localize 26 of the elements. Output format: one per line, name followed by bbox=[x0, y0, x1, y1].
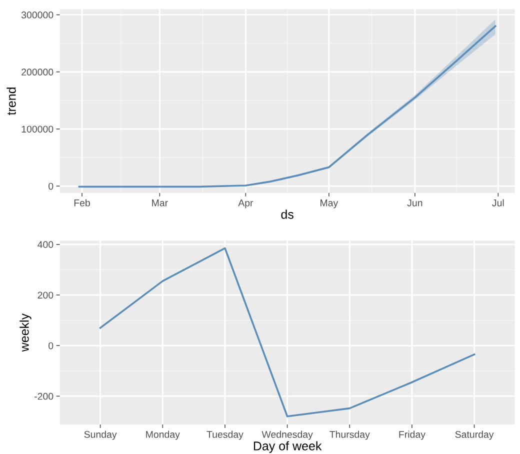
x-tick-label: Jun bbox=[407, 200, 422, 206]
y-axis-title: trend bbox=[6, 88, 16, 116]
x-axis-title: ds bbox=[281, 210, 294, 219]
y-tick-label: 0 bbox=[48, 182, 54, 190]
y-axis-title: weekly bbox=[20, 313, 32, 352]
x-tick-label: Saturday bbox=[455, 430, 494, 440]
line-series bbox=[99, 247, 476, 418]
x-tick-label: Friday bbox=[399, 430, 426, 440]
y-tick-label: 300000 bbox=[21, 12, 54, 18]
y-tick-label: 0 bbox=[48, 342, 54, 350]
y-tick-label: -200 bbox=[34, 392, 54, 400]
x-tick-label: Feb bbox=[74, 199, 90, 206]
y-tick-label: 400 bbox=[38, 241, 54, 248]
y-tick-label: 100000 bbox=[22, 126, 54, 133]
x-tick-label: Jul bbox=[492, 199, 504, 206]
x-tick-label: Wednesday bbox=[262, 430, 313, 440]
x-tick-label: Monday bbox=[146, 430, 180, 440]
x-tick-label: Thursday bbox=[330, 430, 370, 440]
x-tick-label: Apr bbox=[238, 200, 254, 208]
x-axis-title: Day of week bbox=[254, 441, 322, 453]
x-tick-label: Sunday bbox=[84, 430, 117, 440]
x-tick-label: Mar bbox=[152, 200, 168, 206]
x-tick-label: May bbox=[320, 200, 338, 208]
y-tick-label: 200 bbox=[38, 292, 54, 299]
x-tick-label: Tuesday bbox=[206, 430, 244, 440]
y-tick-label: 200000 bbox=[22, 68, 54, 76]
